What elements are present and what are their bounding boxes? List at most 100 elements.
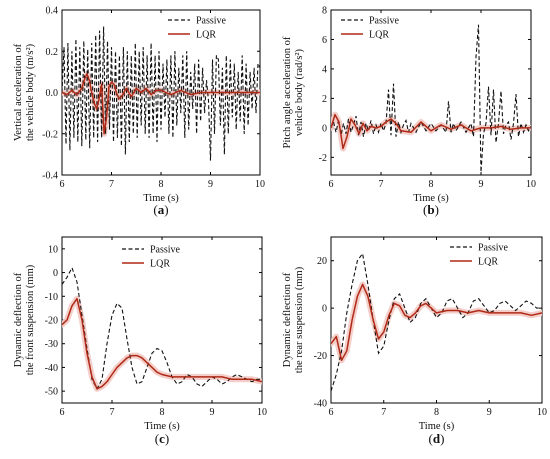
chart-panel-d: 6 7 8 9 10 -40 -20 0 20 Time (s) Dynamic deflectio… [282,236,547,446]
plot-data [331,24,531,173]
series-lqr-line [331,283,542,362]
y-tick-label: 0.4 [46,6,59,17]
caption-paren-close: ) [165,431,169,446]
caption-paren-close: ) [435,202,439,217]
caption-paren-open: ( [155,431,159,446]
x-tick-label: 7 [109,179,114,190]
series-lqr-line [62,73,260,135]
legend-label-passive: Passive [196,16,227,27]
x-tick-label: 9 [479,179,484,190]
x-axis-label: Time (s) [143,193,179,204]
caption-letter: b [427,202,434,217]
y-tick-label: 0 [53,268,58,279]
chart-panel-c: 6 7 8 9 10 -50 -40 -30 -20 -10 0 10 Time (s) Dynamic … [13,236,267,446]
x-axis-label: Time (s) [413,193,449,204]
x-tick-label: 10 [257,407,267,418]
y-axis-label-line2: the vehicle body (m/s²) [25,43,36,141]
caption-letter: c [159,431,165,446]
y-tick-label: 20 [317,256,327,267]
y-axis-label-line1: Dynamic deflection of [282,272,293,367]
plot-data [331,252,542,392]
chart-panel-b: 6 7 8 9 10 -2 0 2 4 6 8 Time (s) Pitch angle acceler… [282,6,536,218]
x-tick-label: 8 [159,179,164,190]
x-tick-label: 6 [329,407,334,418]
plot-data [62,266,262,392]
y-axis-label-line1: Dynamic deflection of [13,272,24,367]
x-tick-label: 9 [208,179,213,190]
y-tick-label: 6 [322,35,327,46]
legend-label-passive: Passive [478,243,509,254]
legend-label-passive: Passive [150,245,181,256]
y-axis-label-line1: Vertical acceleration of [13,43,24,141]
x-axis-label: Time (s) [144,421,180,432]
panel-caption: (a) [153,202,168,217]
x-tick-label: 7 [379,179,384,190]
y-tick-label: 10 [48,244,58,255]
y-axis-label-line1: Pitch angle acceleration of [282,36,293,148]
series-lqr-line [331,113,531,150]
y-tick-label: 0 [322,123,327,134]
series-passive-line [62,26,260,161]
y-tick-label: 0 [322,304,327,315]
panel-caption: (b) [423,202,439,217]
x-axis-label: Time (s) [419,421,455,432]
x-tick-label: 6 [329,179,334,190]
legend: Passive LQR [450,243,509,268]
x-tick-label: 8 [429,179,434,190]
series-passive-line [331,24,531,173]
caption-paren-close: ) [164,202,168,217]
y-tick-label: -20 [314,351,327,362]
x-tick-label: 7 [110,407,115,418]
legend-label-lqr: LQR [150,259,170,270]
series-passive-line [331,252,542,392]
caption-paren-close: ) [440,431,444,446]
x-tick-label: 10 [255,179,265,190]
y-tick-label: -50 [45,387,58,398]
legend-label-lqr: LQR [369,30,389,41]
legend-label-lqr: LQR [478,257,498,268]
y-tick-label: 0.0 [46,88,59,99]
y-tick-label: 0.2 [46,47,59,58]
y-tick-label: 2 [322,94,327,105]
caption-paren-open: ( [423,202,427,217]
lqr-band [331,281,542,364]
caption-letter: a [158,202,165,217]
y-axis-label-line2: vehicle body (rad/s²) [294,48,305,136]
x-tick-label: 9 [487,407,492,418]
x-tick-label: 7 [381,407,386,418]
legend-label-passive: Passive [369,16,400,27]
legend-label-lqr: LQR [196,30,216,41]
legend: Passive LQR [122,245,181,270]
y-tick-label: -10 [45,292,58,303]
caption-letter: d [433,431,441,446]
y-tick-label: -0.2 [42,129,58,140]
caption-paren-open: ( [153,202,157,217]
legend: Passive LQR [341,16,400,41]
y-axis-label-line2: the front suspension (mm) [25,264,36,375]
y-tick-label: 8 [322,6,327,17]
caption-paren-open: ( [429,431,433,446]
plot-frame [330,236,543,404]
x-tick-label: 6 [60,179,65,190]
y-tick-label: 4 [322,64,327,75]
y-tick-label: -2 [319,153,327,164]
y-tick-label: -40 [314,399,327,410]
panel-caption: (c) [155,431,169,446]
y-axis-label-line2: the rear suspension (mm) [294,266,305,373]
x-tick-label: 9 [210,407,215,418]
y-tick-label: -20 [45,316,58,327]
panel-caption: (d) [429,431,445,446]
x-tick-label: 8 [160,407,165,418]
y-tick-label: -40 [45,363,58,374]
chart-panel-a: 6 7 8 9 10 -0.4 -0.2 0.0 0.2 0.4 Time (s) Vertical … [13,6,265,218]
plot-data [62,26,260,161]
x-tick-label: 6 [60,407,65,418]
series-lqr-line [62,297,262,390]
y-tick-label: -0.4 [42,171,58,182]
x-tick-label: 8 [434,407,439,418]
x-tick-label: 10 [526,179,536,190]
x-tick-label: 10 [537,407,547,418]
y-tick-label: -30 [45,339,58,350]
legend: Passive LQR [168,16,227,41]
